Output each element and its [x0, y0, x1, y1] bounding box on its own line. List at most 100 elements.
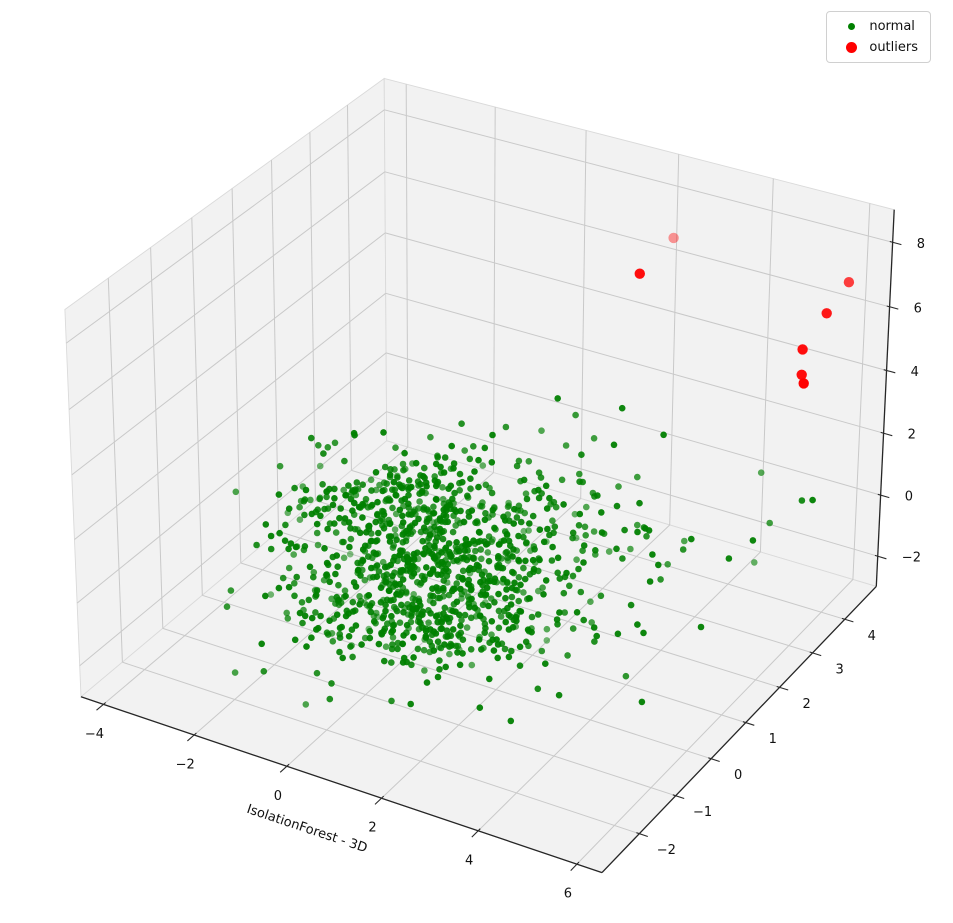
- normal-point: [562, 442, 570, 449]
- y-tick-label: 2: [802, 697, 810, 712]
- normal-point: [457, 622, 464, 629]
- outlier-point: [634, 268, 645, 279]
- normal-point: [410, 556, 418, 563]
- normal-point: [513, 514, 521, 521]
- outliers-marker-icon: [833, 42, 869, 53]
- normal-point: [315, 442, 322, 449]
- normal-point: [583, 503, 590, 511]
- normal-point: [515, 557, 523, 565]
- normal-point: [478, 571, 486, 578]
- normal-point: [488, 489, 496, 497]
- normal-point: [382, 643, 390, 650]
- normal-point: [472, 547, 479, 555]
- tick-marks: [96, 240, 902, 871]
- normal-point: [535, 587, 542, 595]
- normal-point: [592, 551, 599, 558]
- normal-point: [388, 612, 395, 620]
- normal-point: [582, 532, 589, 539]
- normal-point: [313, 669, 321, 677]
- normal-point: [276, 529, 283, 537]
- normal-point: [352, 583, 360, 590]
- normal-point: [443, 506, 450, 514]
- normal-point: [600, 530, 608, 537]
- normal-point: [465, 513, 473, 520]
- normal-point: [558, 476, 566, 484]
- normal-point: [314, 541, 322, 549]
- normal-point: [576, 470, 583, 478]
- outlier-point: [798, 378, 809, 389]
- x-axis-title: IsolationForest - 3D: [245, 802, 369, 856]
- normal-point: [510, 569, 517, 577]
- normal-point: [621, 526, 628, 534]
- normal-point: [554, 569, 561, 577]
- normal-point: [374, 511, 381, 519]
- normal-point: [440, 587, 447, 594]
- normal-point: [432, 482, 440, 490]
- normal-point: [552, 503, 560, 511]
- normal-point: [450, 512, 457, 519]
- normal-point: [324, 561, 332, 569]
- normal-point: [391, 526, 399, 533]
- normal-point: [393, 536, 400, 544]
- normal-point: [613, 502, 621, 510]
- normal-point: [433, 496, 440, 503]
- normal-point: [426, 648, 434, 656]
- normal-point: [504, 579, 511, 587]
- tick-labels: −4 −2 0 2 4 6 −2 −1 0 1 2 3 4 −2 0 2 4 6 8: [85, 237, 925, 902]
- normal-point: [463, 624, 471, 631]
- normal-point: [538, 427, 545, 435]
- normal-point: [448, 442, 456, 450]
- normal-point: [423, 679, 431, 686]
- normal-point: [536, 526, 544, 533]
- legend-label-normal: normal: [869, 19, 915, 34]
- normal-point: [580, 616, 587, 624]
- normal-point: [409, 460, 416, 467]
- normal-point: [588, 619, 595, 626]
- normal-point: [475, 566, 483, 574]
- normal-point: [391, 486, 399, 494]
- normal-point: [577, 588, 585, 596]
- normal-point: [543, 505, 551, 512]
- normal-point: [408, 661, 415, 669]
- normal-point: [421, 464, 428, 472]
- normal-point: [489, 431, 496, 439]
- normal-point: [443, 579, 451, 586]
- normal-point: [385, 533, 393, 540]
- normal-point: [223, 603, 231, 610]
- normal-point: [396, 619, 404, 626]
- normal-point: [542, 660, 549, 667]
- normal-point: [358, 641, 365, 648]
- y-tick-label: −2: [657, 843, 676, 858]
- normal-point: [505, 626, 513, 633]
- normal-point: [323, 488, 331, 496]
- normal-point: [442, 663, 450, 671]
- normal-point: [351, 499, 358, 507]
- normal-point: [331, 485, 338, 493]
- normal-point: [446, 643, 453, 650]
- normal-point: [485, 557, 493, 565]
- normal-point: [485, 572, 493, 580]
- normal-point: [275, 491, 283, 498]
- normal-point: [291, 592, 298, 600]
- normal-point: [335, 601, 343, 608]
- normal-point: [434, 587, 442, 595]
- normal-point: [520, 527, 528, 535]
- x-tick-label: 0: [274, 789, 282, 804]
- normal-point: [253, 541, 260, 549]
- normal-point: [569, 572, 577, 580]
- normal-point: [408, 573, 416, 580]
- normal-point: [401, 449, 408, 457]
- normal-point: [514, 587, 521, 594]
- normal-point: [267, 591, 275, 598]
- normal-point: [438, 619, 446, 626]
- normal-point: [528, 613, 536, 621]
- normal-point: [346, 550, 354, 558]
- normal-point: [350, 511, 358, 518]
- normal-point: [634, 521, 641, 529]
- legend-label-outliers: outliers: [869, 40, 918, 55]
- normal-point: [510, 520, 517, 527]
- normal-point: [308, 510, 316, 518]
- normal-point: [405, 504, 413, 512]
- normal-point: [281, 537, 289, 544]
- normal-point: [359, 481, 367, 489]
